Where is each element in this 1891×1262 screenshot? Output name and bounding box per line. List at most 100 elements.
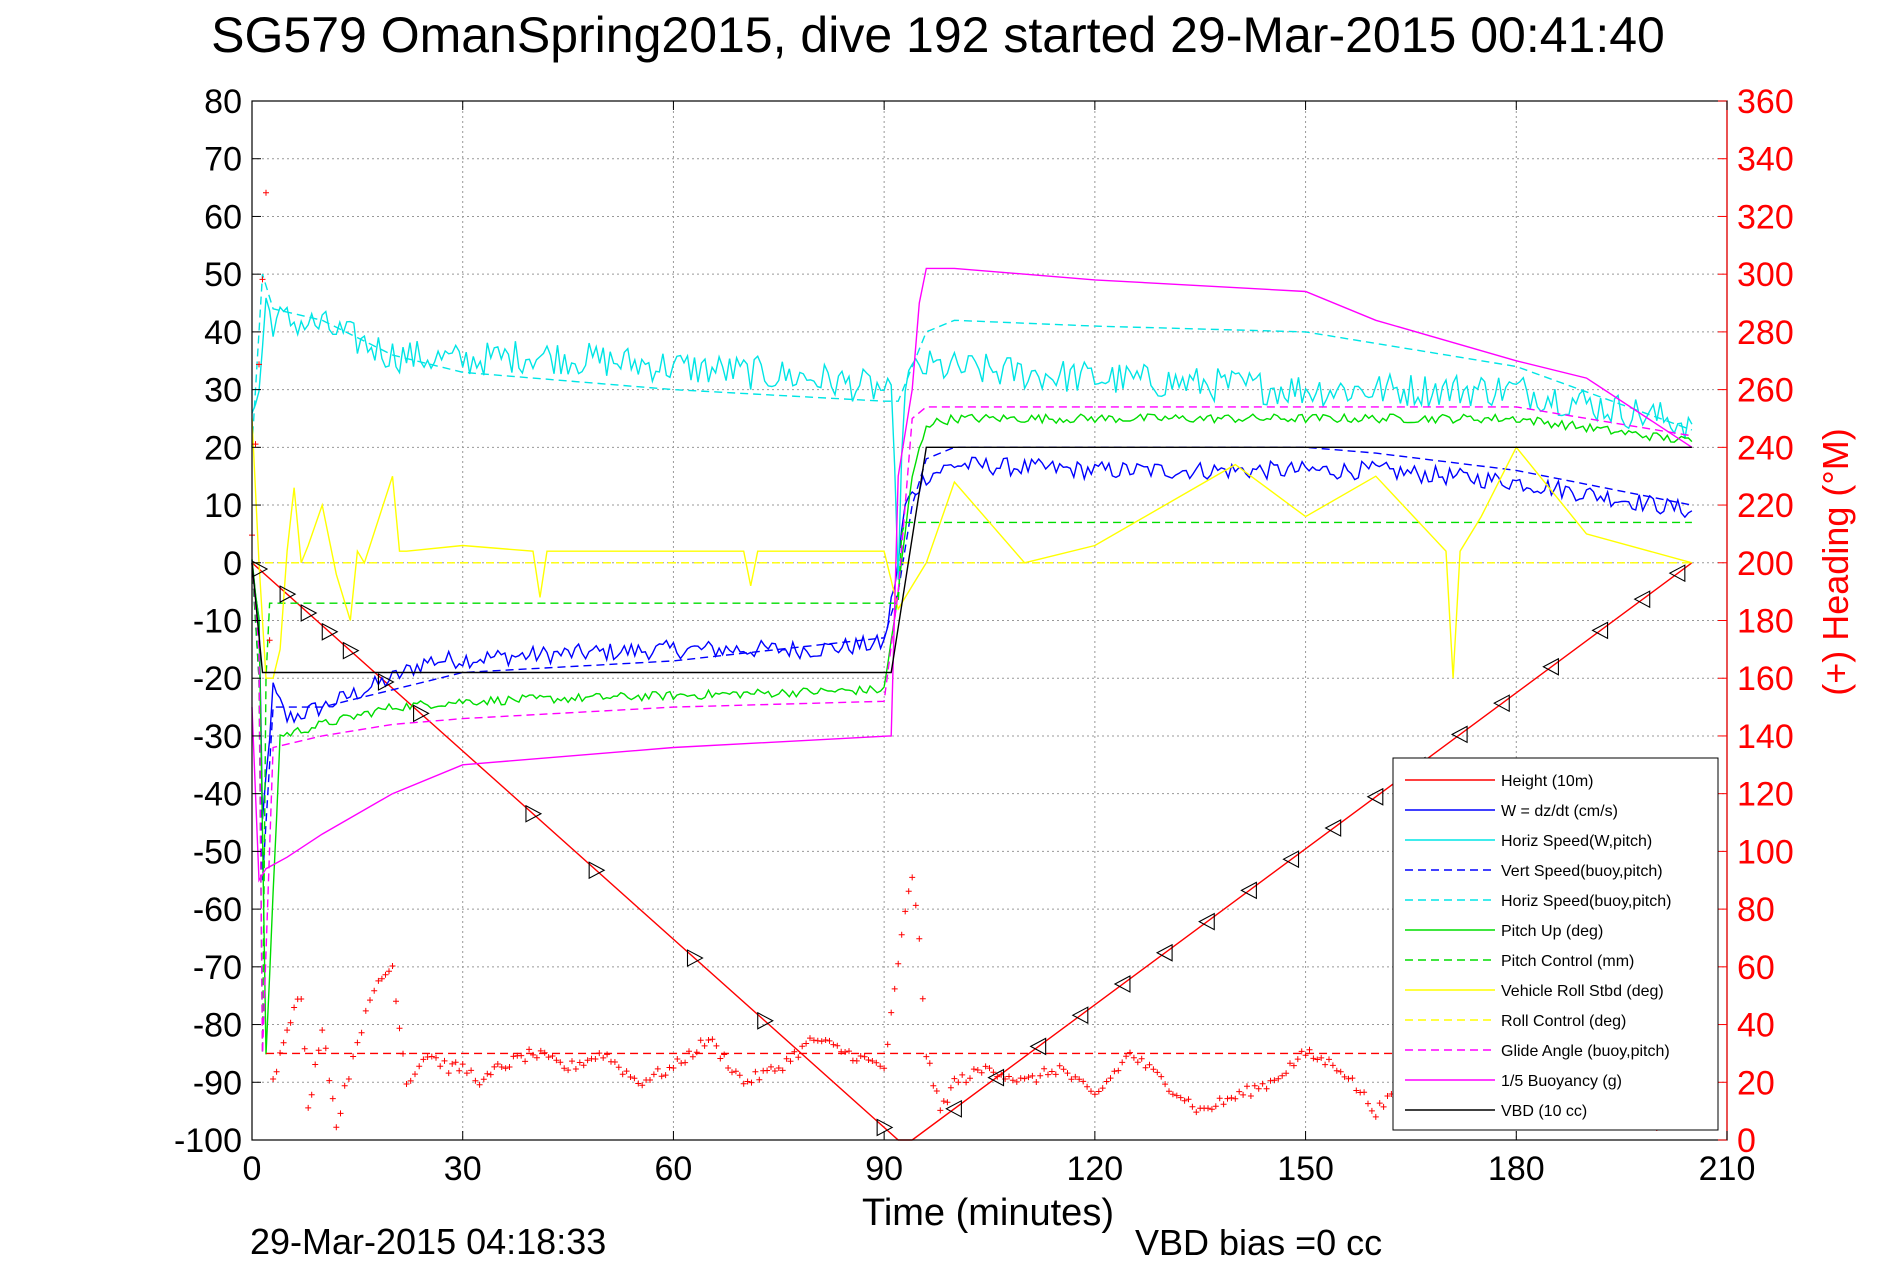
heading-point [799, 1043, 806, 1050]
heading-point [1166, 1088, 1172, 1095]
heading-point [658, 1073, 665, 1080]
heading-point [1208, 1106, 1215, 1113]
height-marker-ascent [1591, 621, 1609, 640]
x-axis: 0 30 60 90 120 150 180 210 [243, 101, 1755, 1188]
heading-point [1138, 1055, 1145, 1062]
footer-vbd-bias: VBD bias =0 cc [1135, 1222, 1382, 1262]
heading-point [791, 1048, 798, 1055]
heading-point [830, 1041, 837, 1048]
heading-point [891, 985, 898, 992]
heading-point [1158, 1073, 1165, 1080]
heading-point [783, 1055, 790, 1062]
heading-point [795, 1054, 802, 1061]
heading-point [433, 1054, 439, 1061]
heading-point [1045, 1071, 1051, 1078]
y-left-tick-label: 70 [204, 141, 242, 179]
heading-point [1099, 1085, 1106, 1092]
heading-point [463, 1070, 470, 1077]
heading-point [1111, 1068, 1118, 1075]
heading-point [1162, 1081, 1169, 1088]
heading-point [1255, 1085, 1262, 1092]
heading-point [1326, 1056, 1332, 1063]
heading-point [362, 1007, 369, 1014]
heading-point [1275, 1075, 1282, 1082]
heading-point [604, 1051, 611, 1058]
height-marker-descent [876, 1118, 894, 1137]
heading-point [522, 1058, 529, 1065]
legend-label-1-5-buoyancy-g: 1/5 Buoyancy (g) [1501, 1073, 1622, 1090]
heading-point [301, 1045, 308, 1052]
heading-point [277, 1049, 284, 1056]
heading-point [389, 963, 396, 969]
heading-point [1372, 1113, 1379, 1120]
y-right-tick-label: 120 [1737, 776, 1794, 814]
y-right-tick-label: 360 [1737, 83, 1794, 121]
heading-point [721, 1051, 728, 1058]
heading-point [1076, 1076, 1083, 1083]
heading-point [565, 1067, 572, 1074]
series-vert-speed-buoy-pitch [251, 446, 1693, 881]
heading-point [382, 971, 389, 978]
heading-point [371, 987, 378, 994]
grid [252, 101, 1727, 1140]
legend-label-glide-angle-buoy-pitch: Glide Angle (buoy,pitch) [1501, 1043, 1670, 1060]
heading-point [1115, 1067, 1122, 1074]
series-horiz-speed-w-pitch [251, 297, 1693, 580]
heading-point [280, 1039, 287, 1046]
heading-point [1310, 1055, 1317, 1062]
heading-point [853, 1057, 860, 1064]
heading-point [537, 1047, 544, 1054]
heading-point [978, 1069, 985, 1076]
heading-point [1368, 1107, 1375, 1114]
heading-point [584, 1057, 591, 1064]
heading-point [933, 1088, 940, 1094]
heading-point [441, 1057, 448, 1064]
y-axis-right-label: (+) Heading (°M) [1815, 428, 1856, 695]
series-1-5-buoyancy-g [251, 267, 1693, 883]
heading-point [1052, 1071, 1059, 1078]
heading-point [480, 1076, 487, 1083]
heading-point [1146, 1061, 1153, 1068]
heading-point [592, 1056, 599, 1062]
heading-point [682, 1059, 689, 1066]
heading-point [1236, 1088, 1243, 1095]
height-marker-descent [757, 1011, 774, 1030]
heading-point [631, 1075, 638, 1082]
y-left-tick-label: 50 [204, 256, 242, 294]
heading-point [1240, 1091, 1247, 1098]
heading-point [472, 1077, 479, 1084]
series-vbd-10-cc [251, 446, 1692, 674]
y-left-tick-label: -10 [193, 603, 242, 641]
heading-point [654, 1065, 661, 1072]
heading-point [709, 1036, 716, 1043]
heading-point [1107, 1075, 1114, 1082]
heading-point [1380, 1103, 1387, 1110]
height-marker-ascent [1113, 975, 1131, 993]
heading-point [1037, 1072, 1044, 1079]
heading-point [557, 1059, 564, 1066]
heading-point [416, 1063, 423, 1070]
heading-point [909, 874, 916, 881]
heading-point [803, 1040, 810, 1047]
heading-point [315, 1047, 322, 1054]
legend-label-pitch-control-mm: Pitch Control (mm) [1501, 953, 1634, 970]
heading-point [1088, 1088, 1094, 1095]
legend-label-horiz-speed-buoy-pitch: Horiz Speed(buoy,pitch) [1501, 893, 1671, 910]
y-right-tick-label: 180 [1737, 603, 1794, 641]
heading-point [1173, 1092, 1180, 1099]
heading-point [1091, 1091, 1098, 1098]
heading-point [1232, 1095, 1239, 1102]
x-tick-label: 60 [655, 1150, 693, 1188]
heading-point [1329, 1062, 1336, 1069]
heading-point [822, 1037, 829, 1043]
heading-point [561, 1065, 568, 1072]
heading-point [729, 1069, 735, 1076]
height-marker-ascent [1542, 657, 1559, 676]
heading-point [674, 1056, 681, 1062]
heading-point [1060, 1066, 1067, 1073]
y-axis-right: 3603403203002802602402202001801601401201… [1718, 83, 1794, 1160]
heading-point [1021, 1075, 1028, 1082]
heading-point [1271, 1077, 1278, 1084]
heading-point [1064, 1070, 1071, 1077]
